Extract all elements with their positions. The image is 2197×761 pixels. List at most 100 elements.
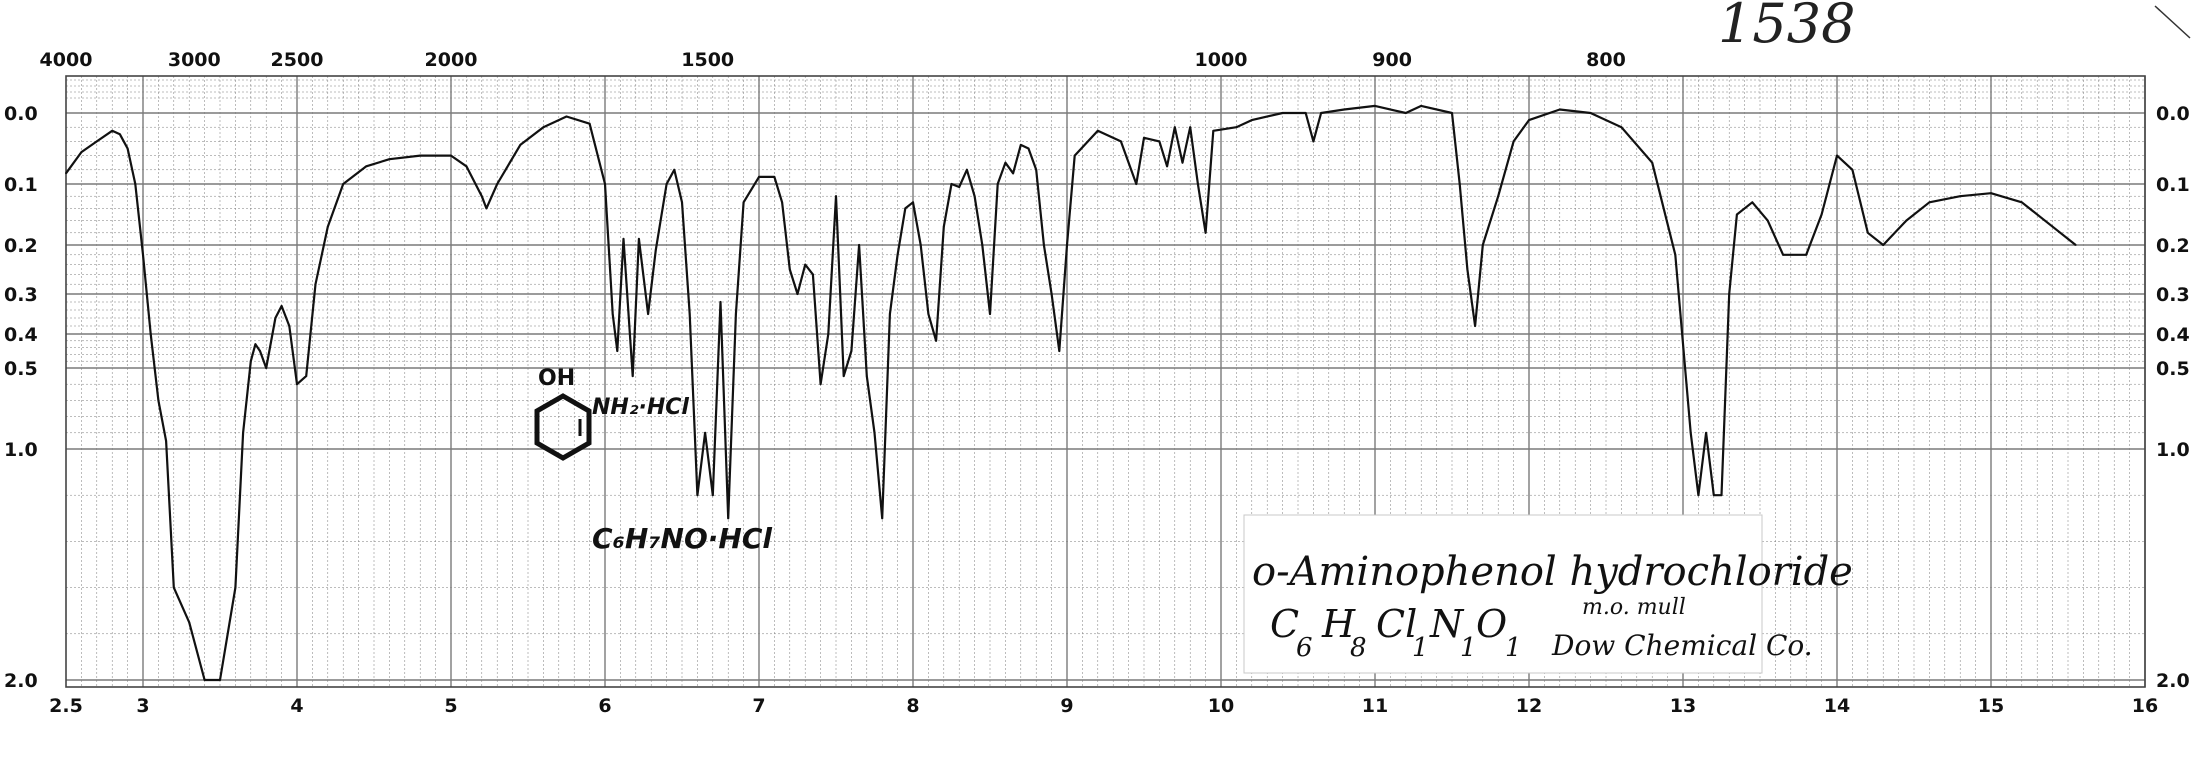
spectrum-point: [1058, 350, 1061, 352]
spectrum-point: [1959, 195, 1962, 198]
spectrum-point: [265, 367, 268, 369]
spectrum-trace-layer: [65, 104, 2077, 682]
spectrum-point: [419, 154, 422, 157]
spectrum-point: [1620, 126, 1623, 129]
x-tick-label-bottom: 7: [752, 695, 765, 717]
spectrum-point: [647, 313, 649, 315]
y-tick-label-right: 1.0: [2156, 439, 2190, 461]
spectrum-point: [804, 263, 807, 266]
spectrum-point: [681, 201, 683, 204]
x-tick-label-top: 1000: [1195, 49, 1248, 71]
spectrum-point: [480, 195, 483, 198]
spectrum-point: [631, 375, 634, 377]
spectrum-point: [889, 313, 891, 315]
y-tick-label-right: 0.5: [2156, 358, 2190, 380]
x-tick-label-top: 800: [1586, 49, 1626, 71]
spectrum-point: [1073, 154, 1076, 157]
sheet-number: 1538: [1718, 0, 1855, 55]
formula-o: O: [1476, 602, 1507, 646]
spectrum-point: [1512, 140, 1515, 143]
spectrum-point: [919, 244, 922, 246]
spectrum-point: [1589, 112, 1592, 114]
spectrum-point: [1135, 183, 1138, 185]
spectrum-point: [654, 249, 657, 251]
spectrum-point: [242, 431, 245, 434]
spectrum-point: [1173, 126, 1176, 129]
spectrum-point: [881, 517, 884, 520]
x-tick-label-top: 2500: [271, 49, 324, 71]
spectrum-point: [1882, 244, 1885, 246]
spectrum-point: [719, 301, 722, 303]
spectrum-point: [742, 201, 745, 204]
spectrum-point: [1928, 201, 1931, 204]
spectrum-point: [111, 129, 114, 132]
spectrum-point: [219, 679, 221, 681]
spectrum-point: [996, 183, 999, 185]
spectrum-point: [1066, 244, 1068, 246]
spectrum-point: [1866, 231, 1869, 234]
spectrum-point: [1320, 112, 1322, 114]
structure-amine-label: NH₂·HCl: [592, 395, 689, 420]
spectrum-point: [611, 313, 614, 315]
spectrum-point: [758, 176, 760, 178]
spectrum-point: [342, 183, 345, 185]
spectrum-point: [142, 253, 144, 256]
spectrum-point: [149, 333, 152, 335]
formula-o-subscript: 1: [1505, 633, 1522, 663]
spectrum-point: [1497, 195, 1500, 198]
spectrum-point: [388, 158, 391, 161]
spectrum-point: [1166, 165, 1168, 168]
molecular-formula: C 6 H 8 Cl 1 N 1 O 1: [1270, 602, 1522, 663]
spectrum-point: [1250, 119, 1253, 121]
spectrum-point: [1312, 140, 1315, 143]
spectrum-point: [1096, 129, 1099, 132]
spectrum-point: [727, 517, 730, 520]
spectrum-point: [1451, 112, 1453, 114]
spectrum-point: [1404, 112, 1407, 114]
spectrum-point: [604, 183, 606, 185]
spectrum-point: [858, 244, 860, 246]
spectrum-point: [234, 586, 237, 589]
spectrum-point: [326, 225, 329, 228]
spectrum-point: [1474, 325, 1476, 327]
spectrum-point: [1481, 244, 1484, 246]
spectrum-point: [280, 305, 283, 307]
spectrum-point: [203, 679, 206, 681]
spectrum-point: [1728, 293, 1731, 295]
y-tick-label-left: 0.0: [4, 103, 38, 125]
spectrum-point: [1181, 161, 1184, 164]
spectrum-point: [735, 313, 737, 315]
spectrum-point: [134, 183, 137, 185]
spectrum-point: [896, 253, 899, 256]
x-tick-label-bottom: 12: [1516, 695, 1542, 717]
spectrum-point: [157, 399, 160, 402]
spectrum-point: [172, 586, 175, 589]
y-tick-label-right: 0.2: [2156, 235, 2190, 257]
spectrum-point: [989, 313, 991, 315]
spectrum-point: [2051, 225, 2054, 228]
spectrum-point: [1651, 161, 1654, 164]
spectrum-point: [796, 293, 799, 295]
x-tick-label-bottom: 13: [1670, 695, 1696, 717]
y-tick-label-left: 0.4: [4, 324, 38, 346]
spectrum-point: [1235, 126, 1238, 129]
spectrum-point: [1012, 172, 1014, 175]
spectrum-point: [973, 195, 976, 198]
spectrum-point: [450, 154, 452, 157]
spectrum-point: [305, 375, 308, 377]
spectrum-point: [1697, 494, 1700, 497]
structure-formula-label: C₆H₇NO·HCl: [592, 522, 772, 555]
x-tick-label-bottom: 4: [290, 695, 303, 717]
spectrum-point: [842, 375, 845, 377]
spectrum-point: [773, 176, 776, 178]
spectrum-point: [485, 207, 488, 210]
label-box-frame: [1243, 514, 1763, 674]
spectrum-point: [981, 244, 984, 246]
sample-medium: m.o. mull: [1582, 595, 1686, 620]
formula-n-subscript: 1: [1460, 633, 1477, 663]
y-tick-label-left: 2.0: [4, 670, 38, 692]
spectrum-point: [1558, 108, 1561, 111]
spectrum-point: [622, 238, 625, 240]
